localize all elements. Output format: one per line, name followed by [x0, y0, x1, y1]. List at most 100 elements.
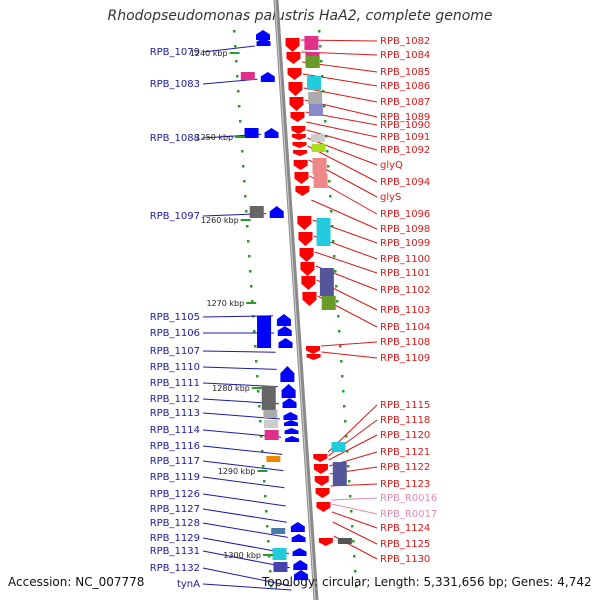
left-gene-label: RPB_1126	[150, 489, 200, 500]
guide-dot	[355, 585, 358, 588]
reverse-gene-arrow	[278, 338, 293, 348]
guide-dot	[327, 165, 330, 168]
right-gene-label: RPB_1085	[380, 67, 430, 78]
forward-gene-arrow	[287, 68, 302, 80]
right-gene-label: RPB_1130	[380, 554, 430, 565]
left-gene-label: RPB_1112	[150, 394, 200, 405]
reverse-gene-arrow	[281, 384, 296, 398]
guide-dot	[237, 90, 240, 93]
guide-dot	[241, 150, 244, 153]
left-gene-label: RPB_1111	[150, 378, 200, 389]
accession-text: Accession: NC_007778	[8, 575, 145, 589]
right-gene-label: glyS	[380, 192, 401, 203]
guide-dot	[249, 270, 252, 273]
gene-block	[261, 386, 276, 410]
gene-block	[312, 158, 327, 174]
kbp-label: 1290 kbp	[218, 467, 256, 476]
gene-block	[319, 268, 334, 296]
forward-gene-arrow	[293, 150, 307, 156]
reverse-gene-arrow	[256, 30, 270, 40]
right-gene-label: RPB_1096	[380, 209, 430, 220]
reverse-gene-arrow	[282, 398, 297, 408]
forward-gene-arrow	[300, 262, 315, 276]
forward-gene-arrow	[288, 82, 303, 96]
left-gene-label: RPB_1105	[150, 312, 200, 323]
reverse-gene-arrow	[283, 412, 298, 420]
forward-gene-arrow	[302, 292, 317, 306]
gene-block	[304, 36, 319, 50]
guide-dot	[320, 60, 323, 63]
guide-dot	[333, 255, 336, 258]
left-gene-connector	[202, 350, 276, 353]
left-gene-label: RPB_1097	[150, 211, 200, 222]
left-gene-label: RPB_1113	[150, 408, 200, 419]
right-gene-label: RPB_R0016	[380, 493, 437, 504]
right-gene-connector	[321, 351, 378, 359]
reverse-gene-arrow	[280, 366, 295, 382]
kbp-label: 1240 kbp	[190, 49, 228, 58]
guide-dot	[266, 525, 269, 528]
guide-dot	[331, 225, 334, 228]
right-gene-label: RPB_1120	[380, 430, 430, 441]
gene-block	[313, 174, 328, 188]
right-gene-label: RPB_1090	[380, 120, 430, 131]
left-gene-label: RPB_1106	[150, 328, 200, 339]
genome-backbone	[273, 0, 319, 600]
right-gene-label: RPB_1094	[380, 177, 430, 188]
guide-dot	[343, 405, 346, 408]
reverse-gene-arrow	[285, 436, 300, 442]
genome-backbone-highlight	[274, 0, 316, 600]
forward-gene-arrow	[306, 354, 321, 360]
left-gene-connector	[202, 522, 288, 538]
guide-dot	[339, 345, 342, 348]
left-gene-label: RPB_1132	[150, 563, 200, 574]
left-gene-connector	[202, 445, 283, 455]
guide-dot	[261, 450, 264, 453]
right-gene-label: RPB_1100	[380, 254, 430, 265]
guide-dot	[321, 75, 324, 78]
right-gene-label: RPB_1087	[380, 97, 430, 108]
gene-block	[337, 538, 352, 544]
right-gene-label: RPB_1125	[380, 539, 430, 550]
right-gene-label: glyQ	[380, 160, 403, 171]
guide-dot	[259, 420, 262, 423]
gene-block	[308, 92, 323, 104]
right-gene-connector	[306, 121, 378, 138]
right-gene-label: RPB_1089	[380, 112, 430, 123]
topology-text: Topology: circular; Length: 5,331,656 bp…	[262, 575, 592, 589]
guide-dot	[318, 30, 321, 33]
guide-dot	[332, 240, 335, 243]
right-gene-connector	[311, 199, 378, 230]
guide-dot	[254, 345, 257, 348]
guide-dot	[260, 435, 263, 438]
forward-gene-arrow	[316, 502, 331, 512]
gene-block	[305, 56, 320, 68]
right-gene-connector	[307, 137, 378, 166]
guide-dot	[351, 525, 354, 528]
gene-block	[271, 528, 286, 534]
guide-dot	[267, 540, 270, 543]
guide-dot	[248, 255, 251, 258]
left-gene-label: RPB_1116	[150, 441, 200, 452]
guide-dot	[329, 195, 332, 198]
gene-block	[332, 462, 347, 486]
kbp-label: 1280 kbp	[212, 384, 250, 393]
guide-dot	[235, 60, 238, 63]
guide-dot	[350, 510, 353, 513]
left-gene-connector	[202, 476, 285, 489]
right-gene-label: RPB_1104	[380, 322, 430, 333]
gene-block	[331, 442, 346, 452]
guide-dot	[345, 435, 348, 438]
guide-dot	[263, 480, 266, 483]
right-gene-label: RPB_1101	[380, 268, 430, 279]
guide-dot	[340, 360, 343, 363]
forward-gene-arrow	[299, 248, 314, 262]
guide-dot	[234, 45, 237, 48]
right-gene-connector	[331, 511, 378, 529]
left-gene-connector	[202, 45, 256, 53]
guide-dot	[270, 585, 273, 588]
left-gene-label: RPB_1110	[150, 362, 200, 373]
guide-dot	[243, 180, 246, 183]
guide-dot	[269, 570, 272, 573]
forward-gene-arrow	[314, 476, 329, 486]
